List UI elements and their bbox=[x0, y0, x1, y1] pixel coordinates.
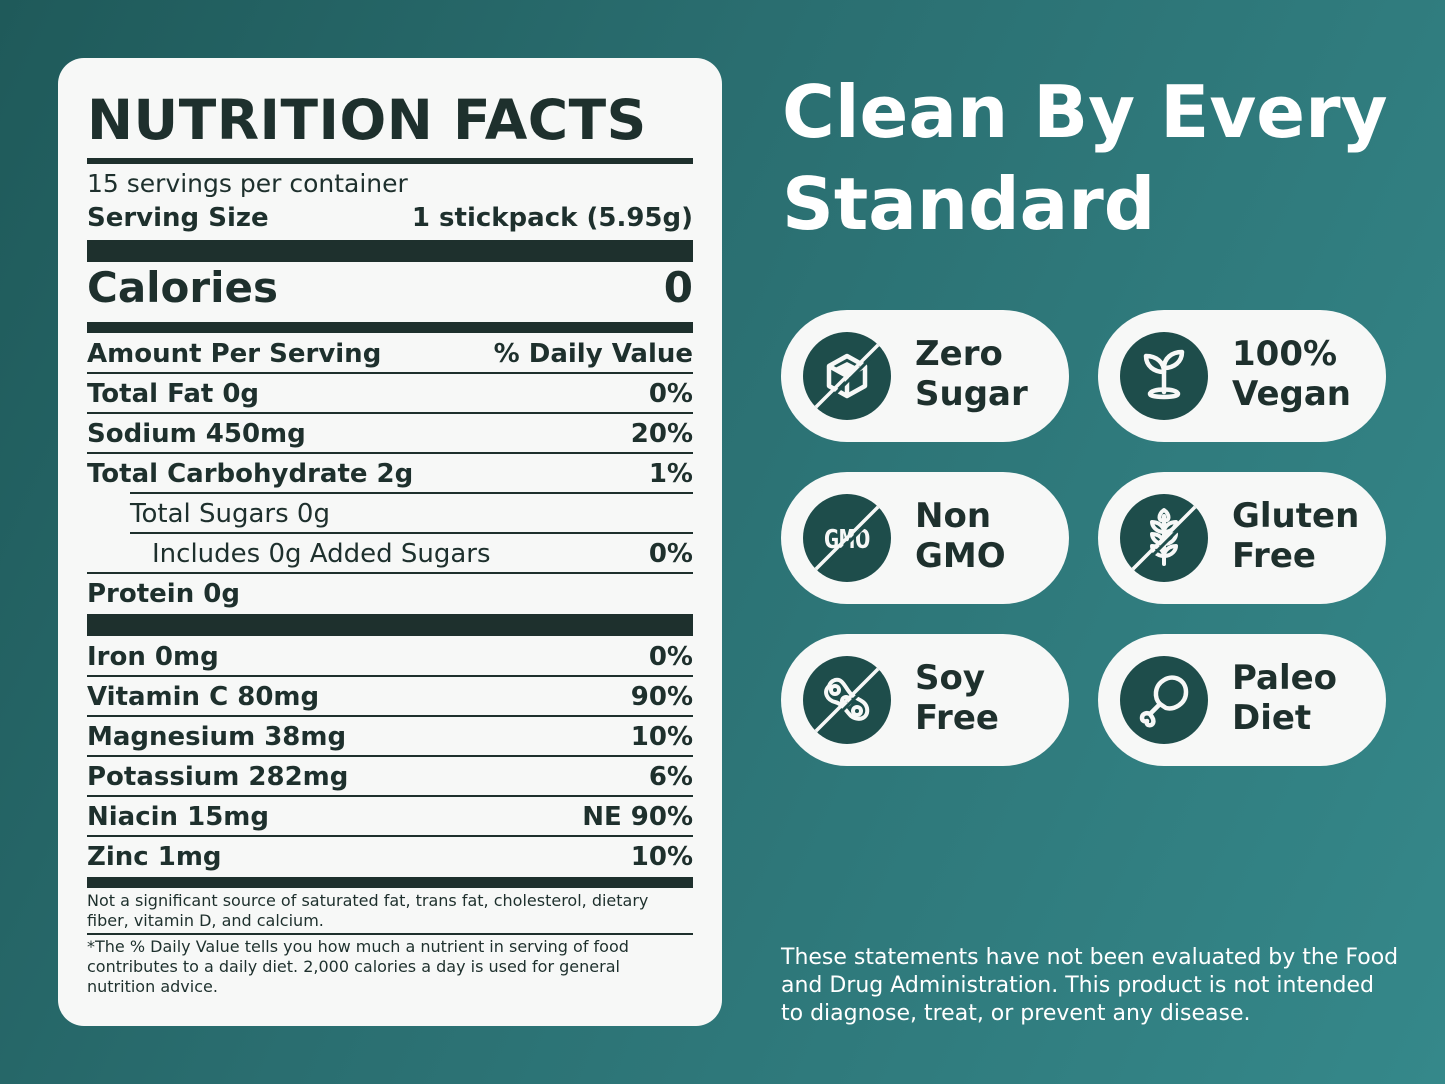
calories-value: 0 bbox=[663, 263, 693, 312]
serving-size-label: Serving Size bbox=[87, 203, 269, 233]
divider-thin bbox=[87, 572, 693, 574]
fda-disclaimer: These statements have not been evaluated… bbox=[781, 945, 1399, 1026]
divider-thick bbox=[87, 158, 693, 164]
sprout-icon bbox=[1120, 332, 1208, 420]
nutrition-facts-title: NUTRITION FACTS bbox=[87, 88, 647, 152]
serving-size-row: Serving Size 1 stickpack (5.95g) bbox=[87, 203, 693, 233]
divider-thin bbox=[87, 755, 693, 757]
badge-vegan: 100% Vegan bbox=[1098, 310, 1386, 442]
badge-label: Paleo Diet bbox=[1232, 658, 1338, 738]
vitamin-row: Magnesium 38mg 10% bbox=[87, 722, 693, 752]
vitamin-row: Potassium 282mg 6% bbox=[87, 762, 693, 792]
badge-label: Non GMO bbox=[915, 496, 1006, 576]
divider-thin bbox=[130, 492, 693, 494]
divider-medium bbox=[87, 322, 693, 333]
badge-label: Soy Free bbox=[915, 658, 999, 738]
divider-thin bbox=[87, 933, 693, 935]
badge-zero-sugar: Zero Sugar bbox=[781, 310, 1069, 442]
badge-non-gmo: GMO Non GMO bbox=[781, 472, 1069, 604]
divider-thin bbox=[87, 715, 693, 717]
sugar-cube-crossed-icon bbox=[803, 332, 891, 420]
nutrient-row: Sodium 450mg 20% bbox=[87, 419, 693, 449]
nutrient-row: Includes 0g Added Sugars 0% bbox=[152, 539, 693, 569]
divider-thick bbox=[87, 614, 693, 636]
drumstick-icon bbox=[1120, 656, 1208, 744]
headline: Clean By Every Standard bbox=[782, 66, 1402, 250]
daily-value-header: % Daily Value bbox=[493, 339, 693, 369]
calories-row: Calories 0 bbox=[87, 263, 693, 312]
serving-size-value: 1 stickpack (5.95g) bbox=[411, 203, 693, 233]
footnote-not-significant: Not a significant source of saturated fa… bbox=[87, 891, 649, 930]
divider-thin bbox=[87, 835, 693, 837]
divider-thin bbox=[87, 412, 693, 414]
badge-label: Gluten Free bbox=[1232, 496, 1360, 576]
divider-medium bbox=[87, 877, 693, 888]
divider-thin bbox=[87, 675, 693, 677]
divider-thin bbox=[87, 795, 693, 797]
servings-per-container: 15 servings per container bbox=[87, 169, 408, 198]
vitamin-row: Vitamin C 80mg 90% bbox=[87, 682, 693, 712]
divider-thin bbox=[87, 452, 693, 454]
calories-label: Calories bbox=[87, 263, 279, 312]
amount-per-serving-header: Amount Per Serving % Daily Value bbox=[87, 334, 693, 374]
badge-soy-free: Soy Free bbox=[781, 634, 1069, 766]
nutrient-row: Total Sugars 0g bbox=[130, 499, 330, 529]
amount-per-serving-label: Amount Per Serving bbox=[87, 339, 382, 369]
divider-thin bbox=[130, 532, 693, 534]
headline-line1: Clean By Every bbox=[782, 70, 1388, 154]
wheat-crossed-icon bbox=[1120, 494, 1208, 582]
nutrient-row: Total Fat 0g 0% bbox=[87, 379, 693, 409]
soybean-crossed-icon bbox=[803, 656, 891, 744]
badge-label: 100% Vegan bbox=[1232, 334, 1351, 414]
vitamin-row: Zinc 1mg 10% bbox=[87, 842, 693, 872]
gmo-crossed-icon: GMO bbox=[803, 494, 891, 582]
vitamin-row: Niacin 15mg NE 90% bbox=[87, 802, 693, 832]
nutrient-row: Protein 0g bbox=[87, 579, 240, 609]
badge-gluten-free: Gluten Free bbox=[1098, 472, 1386, 604]
nutrient-row: Total Carbohydrate 2g 1% bbox=[87, 459, 693, 489]
divider-thin bbox=[87, 372, 693, 374]
divider-thick bbox=[87, 240, 693, 262]
nutrition-facts-card: NUTRITION FACTS 15 servings per containe… bbox=[58, 58, 722, 1026]
headline-line2: Standard bbox=[782, 162, 1156, 246]
vitamin-row: Iron 0mg 0% bbox=[87, 642, 693, 672]
footnote-daily-value: *The % Daily Value tells you how much a … bbox=[87, 937, 629, 996]
badge-label: Zero Sugar bbox=[915, 334, 1028, 414]
badge-paleo-diet: Paleo Diet bbox=[1098, 634, 1386, 766]
